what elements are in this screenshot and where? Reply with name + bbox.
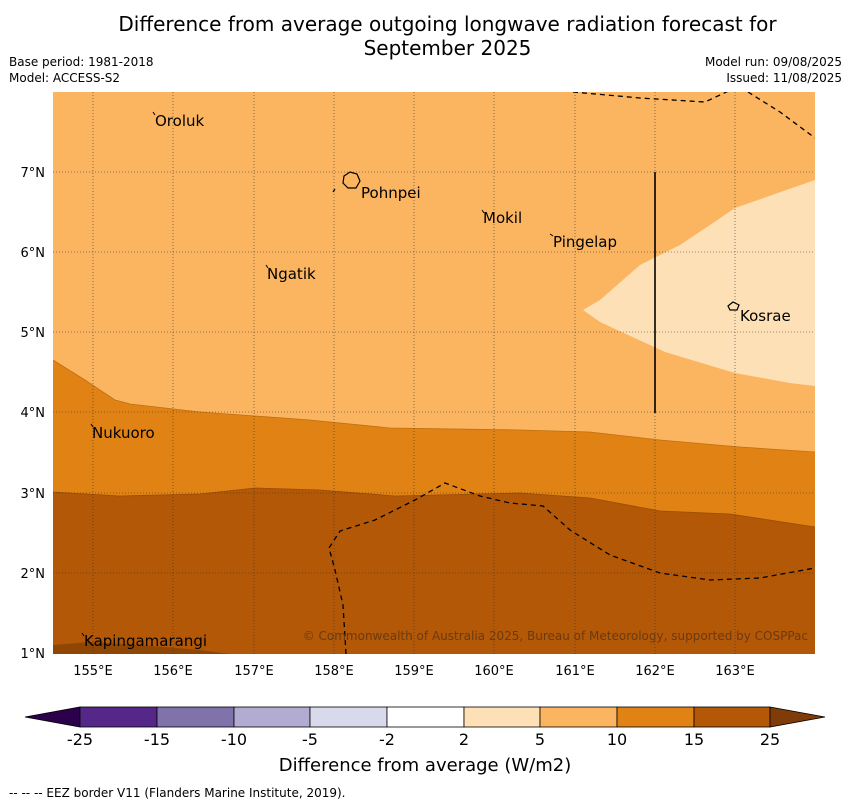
colorbar-segment [463, 706, 541, 728]
cb-tick: -2 [379, 730, 395, 749]
lat-labels: 7°N 6°N 5°N 4°N 3°N 2°N 1°N [21, 166, 46, 662]
lon-labels: 155°E 156°E 157°E 158°E 159°E 160°E 161°… [73, 664, 755, 679]
cb-tick: -25 [66, 730, 94, 749]
model-name: Model: ACCESS-S2 [9, 71, 121, 85]
eez-footnote: -- -- -- EEZ border V11 (Flanders Marine… [9, 786, 346, 800]
kosrae-island [727, 301, 740, 311]
title-line-2: September 2025 [363, 36, 532, 60]
contour-dark-patch [53, 642, 230, 654]
lon-label-163: 163°E [715, 664, 755, 679]
cb-tick: 10 [606, 730, 628, 749]
title-line-1: Difference from average outgoing longwav… [118, 12, 777, 36]
place-nukuoro: Nukuoro [92, 424, 155, 442]
colorbar-segment [693, 706, 771, 728]
place-pohnpei: Pohnpei [361, 184, 421, 202]
cb-tick: 2 [458, 730, 470, 749]
meta-right: Model run: 09/08/2025 Issued: 11/08/2025 [705, 54, 842, 86]
lon-label-156: 156°E [153, 664, 193, 679]
cb-tick: -5 [302, 730, 318, 749]
place-oroluk: Oroluk [155, 112, 204, 130]
colorbar-segment [309, 706, 388, 728]
place-ngatik: Ngatik [267, 265, 316, 283]
colorbar-arrow-left [24, 706, 81, 728]
contour-2-5 [583, 180, 815, 386]
lat-label-2: 2°N [21, 567, 46, 582]
lat-label-3: 3°N [21, 487, 46, 502]
place-pingelap: Pingelap [553, 233, 617, 251]
cb-tick: -15 [143, 730, 171, 749]
contour-15-25 [53, 488, 815, 654]
place-kosrae: Kosrae [740, 307, 791, 325]
place-kapingamarangi: Kapingamarangi [84, 632, 207, 650]
colorbar-title: Difference from average (W/m2) [278, 755, 572, 776]
cb-tick: 25 [759, 730, 781, 749]
place-mokil: Mokil [483, 209, 522, 227]
colorbar-segment [616, 706, 695, 728]
lon-label-161: 161°E [555, 664, 595, 679]
lat-label-7: 7°N [21, 166, 46, 181]
base-period: Base period: 1981-2018 [9, 55, 154, 69]
colorbar-arrow-right [769, 706, 826, 728]
map-title: Difference from average outgoing longwav… [60, 12, 835, 60]
cb-tick: -10 [220, 730, 248, 749]
lon-label-155: 155°E [73, 664, 113, 679]
lon-label-160: 160°E [474, 664, 514, 679]
lon-label-159: 159°E [394, 664, 434, 679]
lat-label-1: 1°N [21, 647, 46, 662]
lat-label-6: 6°N [21, 246, 46, 261]
lat-label-5: 5°N [21, 326, 46, 341]
colorbar-segment [233, 706, 311, 728]
lon-label-157: 157°E [234, 664, 274, 679]
lon-label-162: 162°E [635, 664, 675, 679]
cb-tick: 5 [534, 730, 546, 749]
colorbar [24, 706, 826, 728]
place-labels: Oroluk Pohnpei Mokil Pingelap Ngatik Kos… [84, 112, 791, 650]
colorbar-segment [79, 706, 158, 728]
lon-label-158: 158°E [314, 664, 354, 679]
atoll-marks [81, 111, 554, 637]
eez-borders [328, 92, 815, 654]
copyright-text: © Commonwealth of Australia 2025, Bureau… [303, 629, 808, 643]
colorbar-segment [539, 706, 618, 728]
lat-label-4: 4°N [21, 406, 46, 421]
pohnpei-island [342, 171, 361, 189]
colorbar-segment [156, 706, 235, 728]
model-run: Model run: 09/08/2025 [704, 55, 842, 69]
issued-date: Issued: 11/08/2025 [726, 71, 842, 85]
map-area: Oroluk Pohnpei Mokil Pingelap Ngatik Kos… [53, 92, 815, 654]
colorbar-segment [386, 706, 465, 728]
cb-tick: 15 [683, 730, 705, 749]
meta-left: Base period: 1981-2018 Model: ACCESS-S2 [9, 54, 154, 86]
